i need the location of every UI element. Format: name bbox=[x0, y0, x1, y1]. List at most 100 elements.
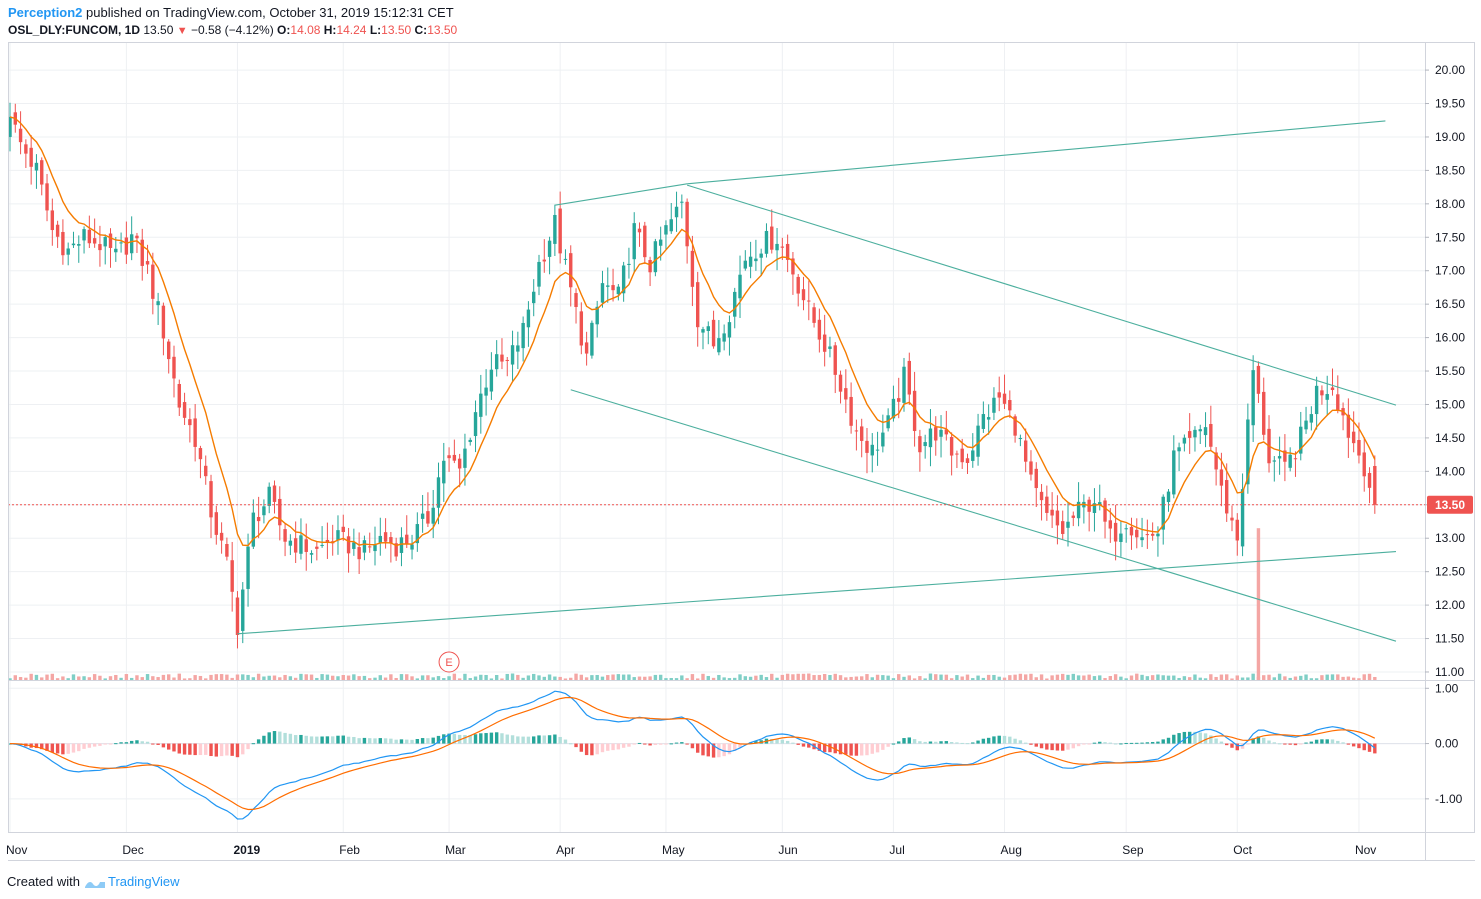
volume-bar bbox=[955, 675, 959, 680]
volume-bar bbox=[1182, 676, 1187, 680]
candle-body bbox=[1166, 491, 1171, 503]
macd-histogram-bar bbox=[579, 743, 584, 752]
candle-body bbox=[717, 338, 721, 353]
volume-bar bbox=[389, 674, 393, 680]
macd-indicator[interactable] bbox=[8, 690, 1425, 820]
volume-bar bbox=[8, 678, 12, 680]
price-tick-label: 20.00 bbox=[1435, 63, 1465, 77]
macd-histogram-bar bbox=[727, 743, 732, 755]
macd-histogram-bar bbox=[1214, 738, 1218, 744]
candle-body bbox=[188, 419, 192, 426]
macd-histogram-bar bbox=[447, 733, 451, 744]
candle-body bbox=[1050, 509, 1054, 516]
candle-body bbox=[431, 507, 435, 524]
macd-histogram-bar bbox=[738, 743, 742, 748]
volume-bar bbox=[61, 676, 65, 680]
volume-bar bbox=[584, 677, 589, 680]
macd-histogram-bar bbox=[934, 741, 938, 744]
candlestick-series[interactable] bbox=[8, 102, 1377, 649]
candle-body bbox=[563, 258, 568, 260]
candle-body bbox=[1129, 526, 1134, 536]
candle-body bbox=[1140, 537, 1144, 541]
macd-histogram-bar bbox=[293, 735, 298, 744]
volume-bar bbox=[1023, 674, 1028, 680]
candle-body bbox=[177, 384, 181, 408]
candle-body bbox=[77, 244, 81, 246]
candle-body bbox=[759, 253, 763, 258]
candle-body bbox=[1182, 437, 1187, 444]
price-tick-label: 13.00 bbox=[1435, 531, 1465, 545]
price-tick-label: 12.50 bbox=[1435, 565, 1465, 579]
macd-axis[interactable]: 1.00 0.00 -1.00 bbox=[1425, 681, 1463, 806]
candle-body bbox=[405, 534, 409, 545]
open-label: O: bbox=[277, 23, 291, 37]
tradingview-brand[interactable]: TradingView bbox=[107, 874, 180, 889]
price-axis[interactable]: 20.00 19.50 19.00 18.50 18.00 17.50 17.00 16.50… bbox=[1425, 63, 1473, 679]
candle-body bbox=[336, 530, 340, 541]
volume-bar bbox=[1346, 676, 1351, 680]
price-tick-label: 11.50 bbox=[1435, 632, 1464, 646]
volume-bar bbox=[13, 675, 17, 680]
chart-frame bbox=[8, 42, 1475, 861]
volume-bar bbox=[897, 674, 901, 680]
candle-body bbox=[627, 263, 631, 265]
macd-histogram-bar bbox=[1288, 743, 1292, 745]
volume-bar bbox=[664, 678, 668, 680]
volume-bar bbox=[510, 673, 515, 680]
candle-body bbox=[304, 539, 308, 552]
candle-body bbox=[971, 450, 975, 461]
trend-lines[interactable] bbox=[8, 120, 1425, 642]
macd-histogram-bar bbox=[875, 743, 880, 753]
macd-histogram-bar bbox=[1367, 743, 1372, 752]
macd-histogram-bar bbox=[484, 733, 488, 744]
macd-histogram-bar bbox=[1299, 743, 1303, 745]
candle-body bbox=[1198, 429, 1202, 432]
volume-bar bbox=[431, 677, 435, 680]
macd-signal-line bbox=[9, 696, 1376, 811]
macd-histogram-bar bbox=[320, 736, 324, 744]
macd-histogram-bar bbox=[701, 743, 705, 756]
macd-histogram-bar bbox=[98, 743, 102, 746]
macd-histogram-bar bbox=[1071, 743, 1075, 749]
volume-bar bbox=[574, 673, 578, 680]
macd-histogram-bar bbox=[621, 743, 626, 748]
candle-body bbox=[992, 397, 996, 413]
volume-bar bbox=[1267, 674, 1271, 680]
candle-body bbox=[426, 511, 430, 524]
last-price: 13.50 bbox=[143, 23, 174, 37]
volume-bar bbox=[1119, 676, 1123, 680]
candle-body bbox=[997, 392, 1001, 398]
candle-body bbox=[1362, 452, 1366, 477]
candle-body bbox=[129, 234, 134, 254]
volume-bar bbox=[780, 674, 785, 680]
volume-bar bbox=[505, 673, 509, 680]
candle-body bbox=[1045, 496, 1049, 513]
candle-body bbox=[436, 477, 441, 508]
volume-bar bbox=[838, 675, 843, 680]
candle-body bbox=[1187, 431, 1192, 438]
macd-histogram-bar bbox=[1346, 743, 1351, 745]
volume-bar bbox=[881, 675, 885, 680]
volume-bar bbox=[193, 675, 197, 680]
macd-histogram-bar bbox=[156, 743, 160, 745]
volume-bar bbox=[1240, 677, 1245, 680]
author-name[interactable]: Perception2 bbox=[8, 5, 83, 20]
candle-body bbox=[600, 283, 605, 303]
volume-bar bbox=[579, 674, 584, 680]
candle-body bbox=[1092, 503, 1097, 513]
current-price-label: 13.50 bbox=[1435, 498, 1465, 512]
candle-body bbox=[1272, 460, 1277, 462]
macd-histogram-bar bbox=[214, 743, 219, 757]
volume-bar bbox=[426, 675, 430, 680]
volume-bar bbox=[1351, 677, 1356, 680]
price-tick-label: 16.50 bbox=[1435, 297, 1465, 311]
macd-histogram-bar bbox=[383, 738, 388, 744]
candle-body bbox=[1119, 533, 1123, 542]
time-axis[interactable]: Nov Dec 2019 Feb Mar Apr May Jun Jul Aug Sep Oct Nov bbox=[6, 843, 1376, 857]
candle-body bbox=[796, 276, 800, 294]
candle-body bbox=[1299, 426, 1303, 454]
macd-histogram-bar bbox=[1362, 743, 1366, 751]
macd-histogram-bar bbox=[653, 743, 658, 745]
candle-body bbox=[590, 322, 594, 356]
